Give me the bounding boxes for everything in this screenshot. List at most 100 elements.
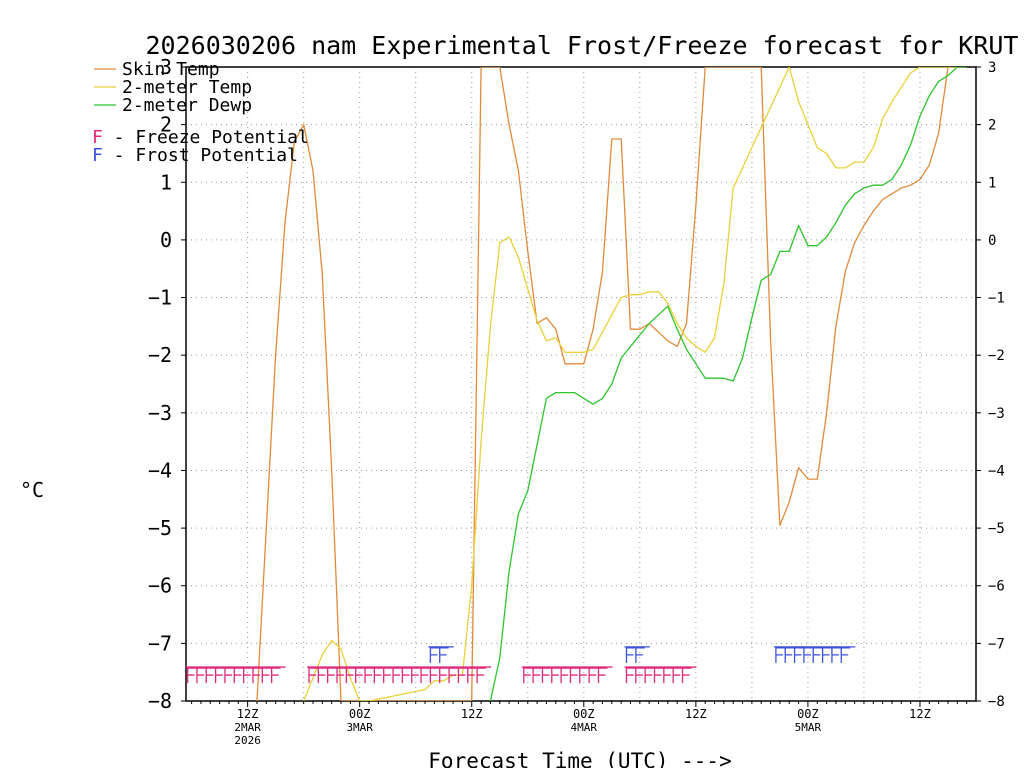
potential-marker-f [261, 667, 272, 684]
legend-marker-entry: F - Freeze Potential [92, 127, 309, 148]
potential-marker-f [214, 667, 225, 684]
potential-marker-f [420, 667, 431, 684]
series-layer [256, 67, 967, 701]
potential-marker-f [355, 667, 365, 684]
potential-marker-f [775, 647, 785, 663]
potential-marker-f [429, 667, 440, 684]
y-tick-label-right: −4 [988, 463, 1005, 479]
potential-marker-f [793, 647, 804, 663]
y-tick-label-left: −1 [148, 286, 172, 310]
y-tick-label-left: 0 [160, 228, 172, 252]
potential-marker-f [803, 647, 813, 663]
legend-label: 2-meter Temp [122, 77, 252, 98]
legend-label: Skin Temp [122, 59, 220, 80]
y-tick-label-right: −1 [988, 291, 1005, 307]
y-tick-label-right: −2 [988, 348, 1005, 364]
y-tick-label-right: −3 [988, 406, 1005, 422]
potential-marker-f [345, 667, 356, 684]
potential-marker-f [625, 667, 636, 684]
y-tick-label-left: 1 [160, 170, 172, 194]
y-tick-label-left: 2 [160, 113, 172, 137]
x-tick-label: 12Z [461, 707, 483, 721]
potential-marker-f [224, 667, 234, 684]
y-tick-label-right: 2 [988, 118, 996, 134]
x-tick-label: 12Z [909, 707, 931, 721]
series-line-2-meter-dewp [489, 67, 967, 701]
potential-marker-f [401, 667, 412, 684]
x-tick-label: 12Z [237, 707, 259, 721]
potential-marker-f [373, 667, 384, 684]
potential-marker-f [653, 667, 664, 684]
x-date-label: 3MAR [346, 721, 373, 734]
potential-marker-f [205, 667, 216, 684]
y-axis: −8 −8 −7 −7 −6 −6 −5 −5 −4 −4 −3 −3 −2 −2 −1 −1 0 0 1 1 2 2 3 3 [148, 55, 1005, 713]
y-axis-label: °C [20, 478, 44, 502]
y-tick-label-right: −8 [988, 694, 1005, 710]
potential-marker-f [588, 667, 599, 684]
y-tick-label-left: −7 [148, 631, 172, 655]
legend-marker-label: - Frost Potential [103, 145, 298, 166]
x-date-label: 5MAR [795, 721, 822, 734]
potential-marker-f [831, 647, 841, 663]
potential-marker-f [457, 667, 468, 684]
x-axis-label: Forecast Time (UTC) ---> [428, 749, 731, 768]
freeze-potential-group [185, 666, 286, 684]
potential-marker-f [840, 647, 851, 663]
potential-marker-f [383, 667, 393, 684]
legend-label: 2-meter Dewp [122, 95, 252, 116]
y-tick-label-left: −4 [148, 458, 172, 482]
potential-marker-f [467, 667, 477, 684]
potential-marker-f [644, 667, 655, 684]
potential-marker-f [242, 667, 253, 684]
y-tick-label-left: −2 [148, 343, 172, 367]
potential-marker-f [411, 667, 421, 684]
freeze-potential-group [624, 666, 697, 684]
potential-marker-f [327, 667, 337, 684]
potential-marker-f [532, 667, 543, 684]
y-tick-label-left: −8 [148, 689, 172, 713]
potential-marker-f [429, 647, 440, 663]
potential-marker-f [560, 667, 571, 684]
x-tick-label: 00Z [797, 707, 819, 721]
potential-marker-f [476, 667, 487, 684]
potential-marker-f [439, 647, 449, 663]
legend-marker-entry: F - Frost Potential [92, 145, 298, 166]
potential-marker-f [196, 667, 206, 684]
y-tick-label-right: −6 [988, 579, 1005, 595]
potential-marker-f [635, 667, 645, 684]
x-year-label: 2026 [234, 734, 261, 747]
potential-marker-f [336, 667, 347, 684]
potential-marker-f [523, 667, 533, 684]
potential-marker-f [439, 667, 449, 684]
potential-marker-f [317, 667, 328, 684]
potential-marker-f [270, 667, 281, 684]
series-line-2-meter-temp [303, 67, 958, 701]
y-tick-label-left: −6 [148, 574, 172, 598]
potential-marker-f [252, 667, 262, 684]
x-date-label: 4MAR [571, 721, 598, 734]
grid-lines [186, 67, 976, 701]
y-tick-label-right: 3 [988, 60, 996, 76]
y-tick-label-right: −5 [988, 521, 1005, 537]
freeze-potential-group [521, 666, 613, 684]
potential-marker-f [681, 667, 692, 684]
potential-marker-f [812, 647, 823, 663]
potential-marker-f [625, 647, 636, 663]
x-tick-label: 00Z [349, 707, 371, 721]
x-date-label: 2MAR [234, 721, 261, 734]
frost-freeze-markers [185, 646, 856, 684]
potential-marker-f [597, 667, 608, 684]
y-tick-label-right: 0 [988, 233, 996, 249]
y-tick-label-left: −3 [148, 401, 172, 425]
potential-marker-f [579, 667, 589, 684]
potential-marker-f [784, 647, 795, 663]
frost-potential-group [773, 646, 856, 663]
y-tick-label-left: 3 [160, 55, 172, 79]
legend-marker-symbol: F [92, 127, 103, 148]
frost-potential-group [624, 646, 650, 663]
potential-marker-f [233, 667, 244, 684]
x-tick-label: 12Z [685, 707, 707, 721]
